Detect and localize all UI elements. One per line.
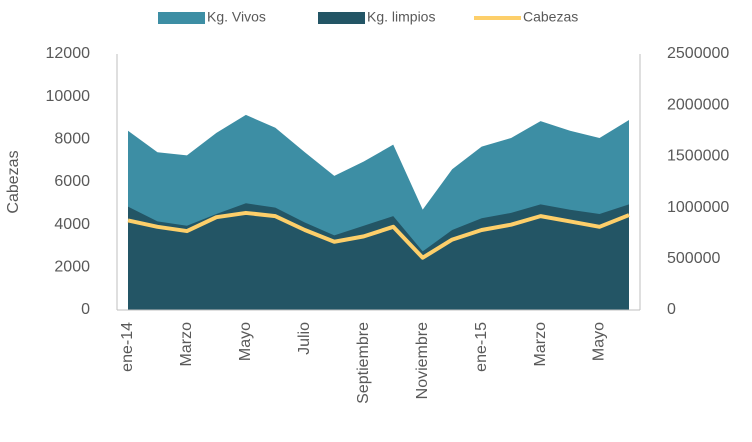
x-tick-label: Septiembre (355, 322, 372, 404)
y-axis-label: Cabezas (5, 150, 22, 213)
x-tick-label: Marzo (178, 322, 195, 367)
x-tick-label: ene-14 (119, 322, 136, 372)
y-tick-label: 6000 (54, 173, 90, 190)
legend: Kg. Vivos Kg. limpios Cabezas (158, 9, 578, 25)
legend-swatch (158, 12, 205, 24)
x-tick-label: ene-15 (473, 322, 490, 372)
y2-tick-label: 1500000 (667, 148, 729, 165)
y-tick-label: 0 (81, 301, 90, 318)
legend-label: Kg. Vivos (207, 9, 266, 25)
x-tick-label: Marzo (532, 322, 549, 367)
x-tick-label: Mayo (237, 322, 254, 361)
y2-tick-label: 2500000 (667, 45, 729, 62)
legend-label: Kg. limpios (367, 9, 435, 25)
x-tick-label: Noviembre (414, 322, 431, 399)
x-tick-label: Julio (296, 322, 313, 355)
y2-tick-label: 500000 (667, 250, 720, 267)
y2-tick-label: 0 (667, 301, 676, 318)
y2-tick-label: 2000000 (667, 96, 729, 113)
legend-label: Cabezas (523, 9, 578, 25)
y-tick-label: 10000 (46, 88, 91, 105)
legend-swatch (318, 12, 365, 24)
y-tick-label: 8000 (54, 131, 90, 148)
y-tick-label: 2000 (54, 259, 90, 276)
x-tick-label: Mayo (591, 322, 608, 361)
y-tick-label: 12000 (46, 45, 91, 62)
area (128, 203, 629, 310)
line (127, 210, 630, 260)
y-tick-label: 4000 (54, 216, 90, 233)
y2-tick-label: 1000000 (667, 199, 729, 216)
